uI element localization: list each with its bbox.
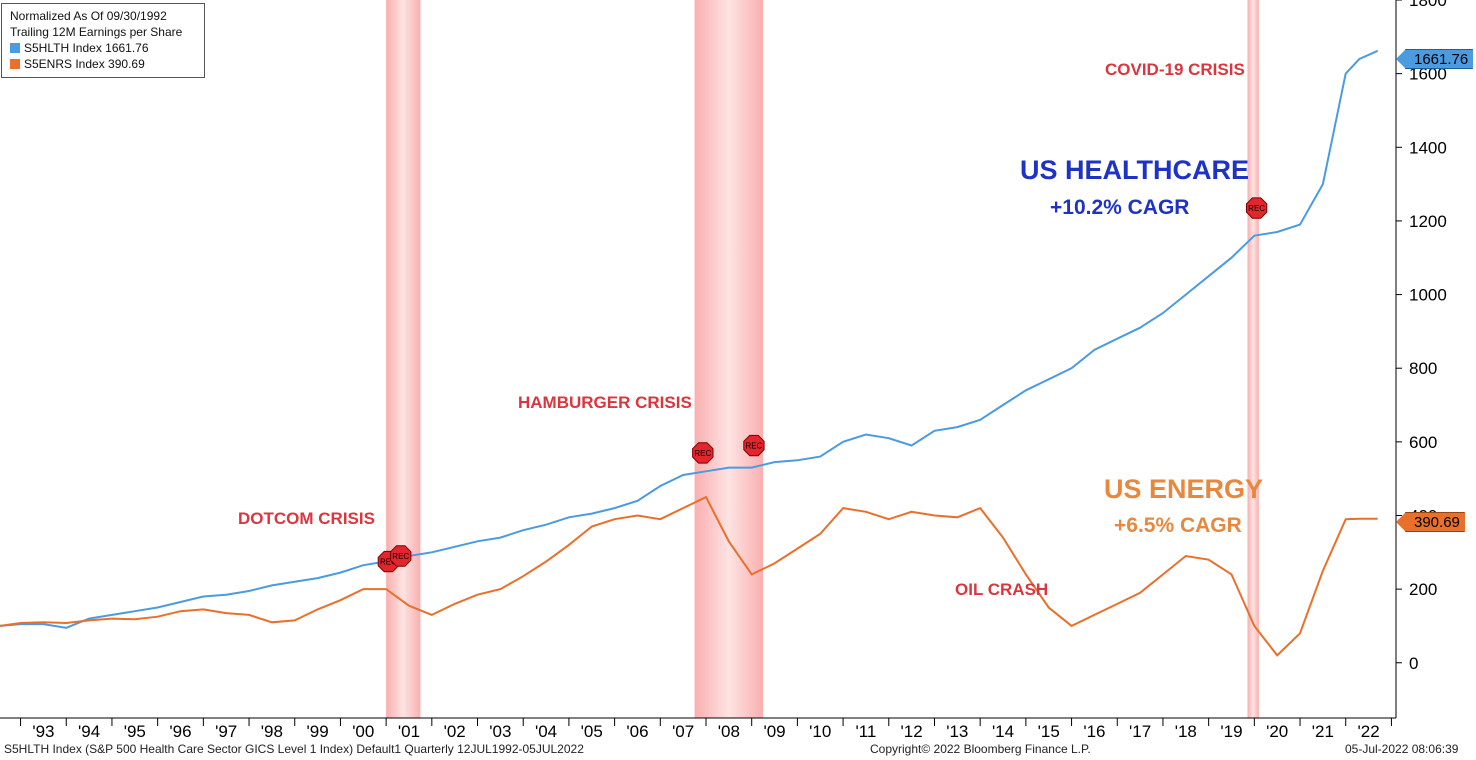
rec-marker-4: [1246, 197, 1268, 219]
healthcare-cagr: +10.2% CAGR: [1050, 196, 1190, 219]
rec-marker-3: [743, 434, 765, 457]
legend-entry-healthcare: S5HLTH Index 1661.76: [10, 40, 204, 56]
x-tick-label: '96: [169, 722, 191, 741]
x-tick-label: '09: [763, 722, 785, 741]
legend-label-energy: S5ENRS Index 390.69: [24, 57, 145, 71]
x-tick-label: '02: [444, 722, 466, 741]
footer-left: S5HLTH Index (S&P 500 Health Care Sector…: [4, 742, 584, 756]
rec-marker-2: [692, 442, 714, 464]
x-tick-label: '97: [215, 722, 237, 741]
legend-line1: Normalized As Of 09/30/1992: [10, 9, 167, 23]
x-tick-label: '00: [352, 722, 374, 741]
x-tick-label: '03: [489, 722, 511, 741]
last-value-energy: 390.69: [1396, 512, 1465, 532]
last-value-healthcare: 1661.76: [1395, 49, 1474, 69]
rec-marker-label: REC: [694, 449, 711, 458]
y-tick-label: 800: [1409, 359, 1437, 378]
x-tick-label: '21: [1312, 722, 1334, 741]
x-tick-label: '08: [718, 722, 740, 741]
legend-entry-energy: S5ENRS Index 390.69: [10, 56, 204, 72]
x-tick-label: '06: [626, 722, 648, 741]
legend-label-healthcare: S5HLTH Index 1661.76: [24, 41, 149, 55]
y-tick-label: 600: [1409, 433, 1437, 452]
x-tick-label: '95: [124, 722, 146, 741]
recession-band-1: [694, 0, 764, 718]
annotation-oil: OIL CRASH: [955, 580, 1049, 599]
annotation-covid: COVID-19 CRISIS: [1105, 60, 1245, 79]
footer-center: Copyright© 2022 Bloomberg Finance L.P.: [870, 742, 1091, 756]
x-tick-label: '94: [78, 722, 100, 741]
x-tick-label: '04: [535, 722, 557, 741]
series-line-1: [0, 495, 1378, 657]
x-tick-label: '11: [855, 722, 876, 741]
axes: 020040060080010001200140016001800'93'94'…: [0, 0, 1447, 741]
x-tick-label: '16: [1083, 722, 1105, 741]
x-tick-label: '22: [1358, 722, 1380, 741]
y-tick-label: 1800: [1409, 0, 1447, 10]
rec-marker-1: [390, 545, 412, 567]
energy-cagr: +6.5% CAGR: [1114, 514, 1242, 537]
series-lines: [0, 49, 1379, 657]
x-tick-label: '99: [307, 722, 329, 741]
recession-bands: [386, 0, 1259, 718]
x-tick-label: '18: [1175, 722, 1197, 741]
energy-title: US ENERGY: [1104, 474, 1264, 504]
y-tick-label: 1400: [1409, 138, 1447, 157]
recession-band-2: [1247, 0, 1259, 718]
x-tick-label: '12: [901, 722, 923, 741]
x-tick-label: '93: [32, 722, 54, 741]
legend-line2: Trailing 12M Earnings per Share: [10, 25, 183, 39]
x-tick-label: '14: [992, 722, 1014, 741]
x-tick-label: '17: [1129, 722, 1151, 741]
y-tick-label: 1600: [1409, 65, 1447, 84]
x-tick-label: '98: [261, 722, 283, 741]
y-tick-label: 1200: [1409, 212, 1447, 231]
legend-swatch-energy: [10, 59, 20, 69]
annotation-dotcom: DOTCOM CRISIS: [238, 509, 375, 528]
x-tick-label: '15: [1038, 722, 1060, 741]
footer-right: 05-Jul-2022 08:06:39: [1345, 742, 1459, 756]
x-tick-label: '20: [1266, 722, 1288, 741]
x-tick-label: '19: [1220, 722, 1242, 741]
x-tick-label: '13: [946, 722, 968, 741]
x-tick-label: '01: [398, 722, 420, 741]
rec-marker-label: REC: [392, 552, 409, 561]
rec-marker-label: REC: [380, 558, 397, 567]
legend-swatch-healthcare: [10, 43, 20, 53]
x-tick-label: '05: [581, 722, 603, 741]
legend: Normalized As Of 09/30/1992 Trailing 12M…: [1, 3, 205, 78]
healthcare-title: US HEALTHCARE: [1020, 155, 1249, 185]
annotation-hamburger: HAMBURGER CRISIS: [518, 393, 692, 412]
x-tick-label: '10: [809, 722, 831, 741]
y-tick-label: 200: [1409, 580, 1437, 599]
rec-marker-label: REC: [746, 442, 763, 451]
series-line-0: [0, 49, 1379, 629]
y-tick-label: 0: [1409, 654, 1418, 673]
rec-marker-label: REC: [1248, 204, 1265, 213]
x-tick-label: '07: [672, 722, 694, 741]
y-tick-label: 1000: [1409, 286, 1447, 305]
recession-band-0: [386, 0, 421, 718]
